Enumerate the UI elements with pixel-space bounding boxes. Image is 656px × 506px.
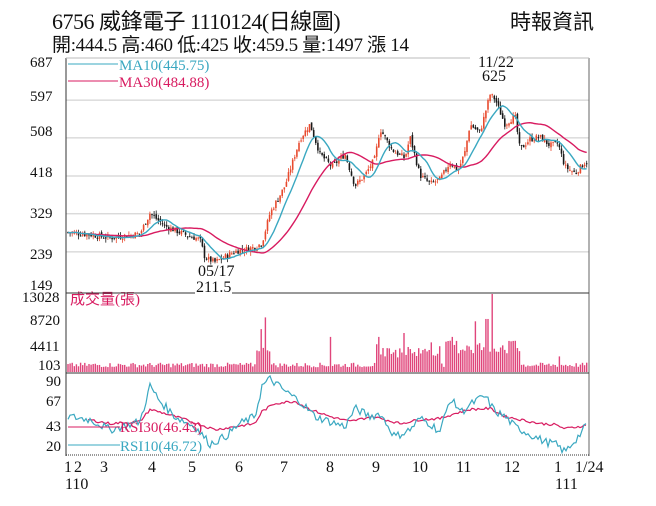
- svg-text:20: 20: [46, 439, 61, 455]
- x-label: 1/24: [575, 459, 603, 476]
- svg-text:8720: 8720: [30, 313, 60, 329]
- svg-text:103: 103: [38, 358, 61, 374]
- svg-text:67: 67: [46, 394, 62, 410]
- rsi30-legend: RSI30(46.43): [120, 420, 202, 436]
- x-label: 6: [235, 459, 243, 476]
- x-label: 10: [412, 459, 428, 476]
- ma10-line: [67, 105, 587, 260]
- rsi10-legend: RSI10(46.72): [120, 439, 202, 455]
- x-axis: 1 2 3 4 5 6 7 8 9 10 11 12 1 1/24 110 11…: [64, 459, 603, 493]
- svg-text:329: 329: [30, 206, 53, 222]
- volume-bars: [67, 294, 588, 372]
- rsi-y-axis: 90 67 43 20: [46, 374, 62, 455]
- svg-text:418: 418: [30, 165, 53, 181]
- rsi10-line: [67, 374, 587, 455]
- ma30-line: [67, 121, 587, 254]
- candlesticks: [67, 93, 588, 265]
- x-label: 11: [456, 459, 471, 476]
- svg-text:43: 43: [46, 419, 61, 435]
- low-value-label: 211.5: [196, 279, 231, 296]
- rsi-panel: 90 67 43 20 RSI30(46.43) RSI10(46.72): [46, 374, 587, 455]
- x-label: 3: [100, 459, 108, 476]
- svg-text:239: 239: [30, 247, 53, 263]
- volume-legend: 成交量(張): [70, 290, 140, 308]
- year-label: 110: [65, 476, 88, 493]
- x-label: 7: [280, 459, 288, 476]
- price-panel: 687 597 508 418 329 239 149 MA10(445.75)…: [30, 54, 589, 296]
- svg-text:597: 597: [30, 89, 53, 105]
- x-label: 5: [188, 459, 196, 476]
- svg-text:13028: 13028: [22, 290, 60, 306]
- svg-text:508: 508: [30, 124, 53, 140]
- year-label: 111: [555, 476, 578, 493]
- x-label: 9: [372, 459, 380, 476]
- low-date-label: 05/17: [198, 263, 234, 280]
- volume-panel: 13028 8720 4411 103 成交量(張): [22, 290, 588, 374]
- svg-text:149: 149: [30, 278, 53, 294]
- chart-frame: [65, 57, 590, 456]
- brand-label: 時報資訊: [510, 10, 594, 34]
- x-label: 12: [504, 459, 520, 476]
- chart-title: 6756 威鋒電子 1110124(日線圖): [52, 9, 341, 34]
- x-label: 1: [64, 459, 72, 476]
- ma10-legend: MA10(445.75): [119, 58, 209, 74]
- svg-text:4411: 4411: [30, 339, 59, 355]
- price-y-axis: 687 597 508 418 329 239 149: [30, 55, 53, 294]
- x-label: 2: [74, 459, 82, 476]
- volume-y-axis: 13028 8720 4411 103: [22, 290, 61, 374]
- ma-legend: MA10(445.75) MA30(484.88): [68, 58, 209, 91]
- svg-text:687: 687: [30, 55, 53, 71]
- svg-text:90: 90: [46, 374, 61, 390]
- x-label: 1: [554, 459, 562, 476]
- ma30-legend: MA30(484.88): [119, 75, 209, 91]
- x-label: 8: [326, 459, 334, 476]
- x-label: 4: [148, 459, 156, 476]
- rsi30-line: [87, 400, 587, 431]
- ohlc-summary: 開:444.5 高:460 低:425 收:459.5 量:1497 漲 14: [52, 35, 409, 56]
- high-value-label: 625: [482, 68, 506, 85]
